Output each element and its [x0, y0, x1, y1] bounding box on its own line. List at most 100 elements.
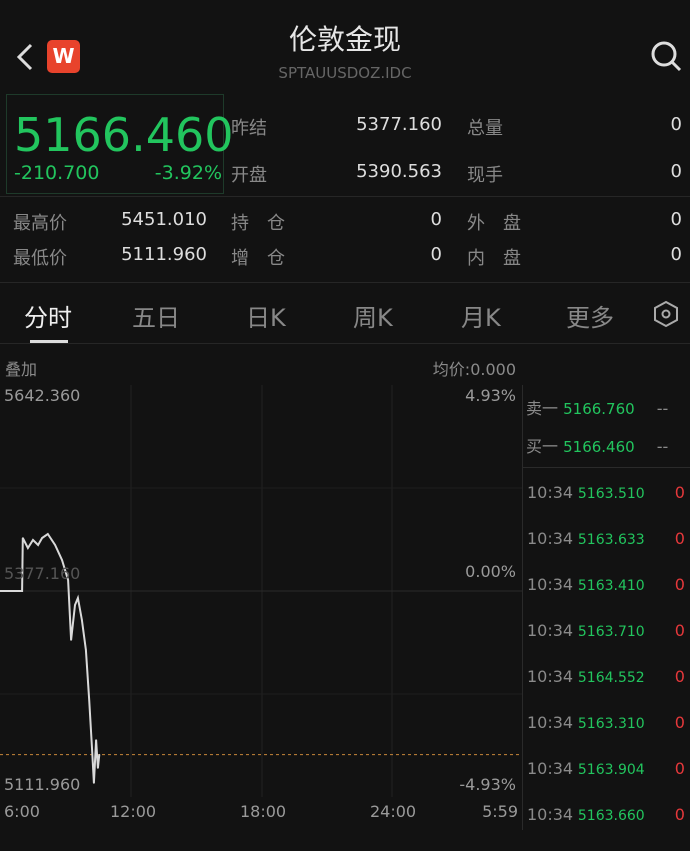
- stat-value: 0: [670, 161, 682, 182]
- price-point: [95, 739, 97, 741]
- page-title: 伦敦金现: [288, 23, 401, 56]
- trade-volume: 0: [674, 667, 685, 686]
- trade-row: 10:34 5163.904 0: [527, 759, 690, 805]
- stat-value: 0: [670, 114, 682, 135]
- trade-volume: 0: [674, 713, 685, 732]
- last-price: 5166.460: [14, 108, 234, 162]
- stat-label: 外 盘: [467, 213, 521, 234]
- tab-more[interactable]: 更多: [566, 304, 614, 332]
- symbol-code: SPTAUUSDOZ.IDC: [278, 64, 412, 82]
- stat-label: 最高价: [13, 213, 67, 234]
- stat-label: 开盘: [231, 165, 267, 186]
- price-point: [67, 579, 69, 581]
- y-label-mid: 5377.160: [4, 564, 81, 583]
- trade-price: 5163.710: [577, 624, 645, 640]
- trade-row: 10:34 5163.633 0: [527, 529, 690, 575]
- price-point: [77, 597, 79, 599]
- ask-row: 卖一 5166.760 --: [526, 399, 669, 418]
- trade-volume: 0: [674, 759, 685, 778]
- y-label-mid-pct: 0.00%: [465, 562, 516, 581]
- x-tick: 6:00: [4, 802, 40, 821]
- price-box: [6, 94, 224, 194]
- trade-time: 10:34: [527, 713, 574, 732]
- trade-row: 10:34 5163.410 0: [527, 575, 690, 621]
- back-icon[interactable]: [14, 42, 36, 72]
- price-point: [88, 699, 90, 701]
- overlay-button[interactable]: 叠加: [5, 360, 38, 379]
- price-point: [21, 590, 23, 592]
- price-point: [70, 639, 72, 641]
- trade-price: 5163.904: [577, 762, 645, 778]
- stat-value: 0: [430, 209, 442, 230]
- trade-time: 10:34: [527, 805, 574, 824]
- intraday-chart[interactable]: [0, 385, 522, 797]
- tab-daily-k[interactable]: 日K: [246, 304, 286, 332]
- price-point: [37, 544, 39, 546]
- trade-time: 10:34: [527, 529, 574, 548]
- price-point: [27, 547, 29, 549]
- trade-price: 5163.633: [577, 532, 645, 548]
- trade-row: 10:34 5163.710 0: [527, 621, 690, 667]
- divider: [0, 196, 690, 197]
- divider: [0, 282, 690, 283]
- stat-value: 5111.960: [121, 244, 207, 265]
- trade-price: 5163.310: [577, 716, 645, 732]
- stat-label: 增 仓: [231, 248, 285, 269]
- trade-price: 5163.510: [577, 486, 645, 502]
- trade-time: 10:34: [527, 575, 574, 594]
- y-label-bottom-pct: -4.93%: [459, 775, 516, 794]
- divider: [522, 385, 523, 830]
- tab-monthly-k[interactable]: 月K: [461, 304, 501, 332]
- divider: [0, 343, 690, 344]
- search-icon[interactable]: [648, 38, 684, 74]
- trade-volume: 0: [674, 529, 685, 548]
- x-tick: 5:59: [482, 802, 518, 821]
- price-point: [93, 782, 95, 784]
- price-point: [91, 749, 93, 751]
- price-point: [74, 604, 76, 606]
- price-point: [47, 533, 49, 535]
- trade-list: 10:34 5163.510 0 10:34 5163.633 0 10:34 5163…: [527, 483, 690, 851]
- stat-label: 昨结: [231, 118, 267, 139]
- trade-time: 10:34: [527, 483, 574, 502]
- orderbook: 卖一 5166.760 -- 买一 5166.460 --: [523, 395, 690, 471]
- trade-row: 10:34 5163.510 0: [527, 483, 690, 529]
- stat-label: 最低价: [13, 248, 67, 269]
- trade-row: 10:34 5163.660 0: [527, 805, 690, 851]
- divider: [523, 467, 690, 468]
- trade-time: 10:34: [527, 759, 574, 778]
- price-point: [41, 537, 43, 539]
- price-point: [81, 619, 83, 621]
- stat-value: 0: [670, 209, 682, 230]
- app-logo: W: [47, 40, 80, 73]
- stat-value: 5390.563: [356, 161, 442, 182]
- x-tick: 12:00: [110, 802, 157, 821]
- trade-volume: 0: [674, 483, 685, 502]
- stat-label: 内 盘: [467, 248, 521, 269]
- stat-value: 5377.160: [356, 114, 442, 135]
- y-label-top-pct: 4.93%: [465, 386, 516, 405]
- price-point: [54, 544, 56, 546]
- price-point: [0, 590, 1, 592]
- trade-volume: 0: [674, 575, 685, 594]
- trade-volume: 0: [674, 805, 685, 824]
- trade-time: 10:34: [527, 621, 574, 640]
- price-point: [61, 559, 63, 561]
- tab-intraday[interactable]: 分时: [24, 304, 72, 332]
- trade-time: 10:34: [527, 667, 574, 686]
- x-tick: 24:00: [370, 802, 417, 821]
- price-point: [32, 539, 34, 541]
- price-point: [22, 537, 24, 539]
- tab-indicator: [30, 340, 68, 343]
- stat-value: 0: [430, 244, 442, 265]
- bid-row: 买一 5166.460 --: [526, 437, 669, 456]
- settings-icon[interactable]: [652, 300, 680, 328]
- stat-label: 现手: [467, 165, 503, 186]
- stat-value: 5451.010: [121, 209, 207, 230]
- stat-label: 总量: [467, 118, 503, 139]
- price-point: [98, 753, 101, 756]
- trade-price: 5163.660: [577, 808, 645, 824]
- tab-weekly-k[interactable]: 周K: [353, 304, 393, 332]
- tab-five-day[interactable]: 五日: [132, 304, 180, 332]
- trade-row: 10:34 5163.310 0: [527, 713, 690, 759]
